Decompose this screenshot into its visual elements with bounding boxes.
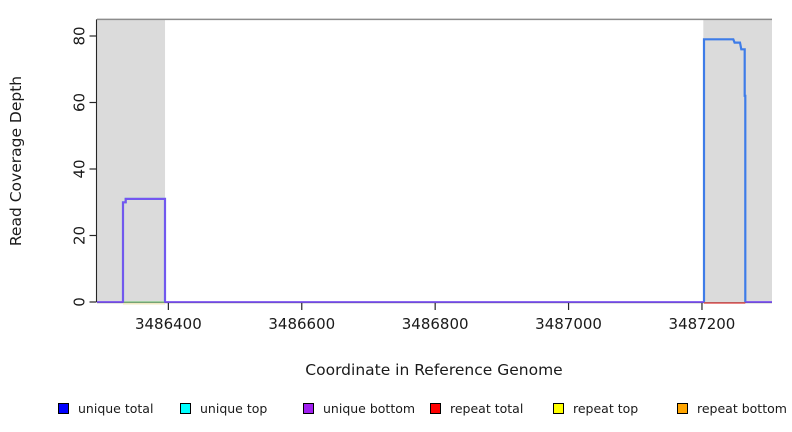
legend-item-unique-total: unique total — [58, 400, 153, 416]
legend-item-repeat-total: repeat total — [430, 400, 523, 416]
right-repeat-region — [703, 19, 772, 302]
legend-item-repeat-bottom: repeat bottom — [677, 400, 787, 416]
legend-label: unique bottom — [323, 400, 416, 416]
y-axis-title: Read Coverage Depth — [7, 76, 25, 246]
y-tick-label: 40 — [70, 159, 88, 178]
shaded-regions — [97, 19, 772, 302]
legend: unique total unique top unique bottom repea… — [0, 400, 792, 420]
axes: 0 20 40 60 80 3486400 3486600 3486800 3487000 348… — [70, 19, 772, 333]
x-tick-label: 3486600 — [268, 315, 335, 333]
x-tick-label: 3486800 — [402, 315, 469, 333]
legend-label: repeat total — [450, 400, 524, 416]
legend-swatch-unique-total — [58, 402, 69, 414]
legend-swatch-repeat-bottom — [677, 402, 688, 414]
legend-item-unique-bottom: unique bottom — [303, 400, 415, 416]
legend-label: unique total — [78, 400, 154, 416]
y-tick-label: 20 — [70, 226, 88, 245]
x-tick-label: 3487200 — [669, 315, 736, 333]
legend-swatch-repeat-top — [553, 402, 564, 414]
legend-swatch-unique-top — [180, 402, 191, 414]
legend-label: repeat top — [573, 400, 639, 416]
x-axis-title: Coordinate in Reference Genome — [305, 361, 562, 379]
series-line-unique-total — [702, 38, 747, 302]
x-tick-label: 3487000 — [535, 315, 602, 333]
legend-swatch-repeat-total — [430, 402, 441, 414]
data-series — [97, 38, 772, 305]
y-tick-label: 0 — [70, 297, 88, 307]
x-tick-label: 3486400 — [135, 315, 202, 333]
y-tick-label: 60 — [70, 93, 88, 112]
left-repeat-region — [97, 19, 166, 302]
legend-label: unique top — [200, 400, 268, 416]
legend-label: repeat bottom — [697, 400, 787, 416]
legend-item-repeat-top: repeat top — [553, 400, 638, 416]
y-tick-label: 80 — [70, 26, 88, 45]
series-line-unique-bottom — [97, 198, 704, 303]
legend-item-unique-top: unique top — [180, 400, 267, 416]
legend-swatch-unique-bottom — [303, 402, 314, 414]
